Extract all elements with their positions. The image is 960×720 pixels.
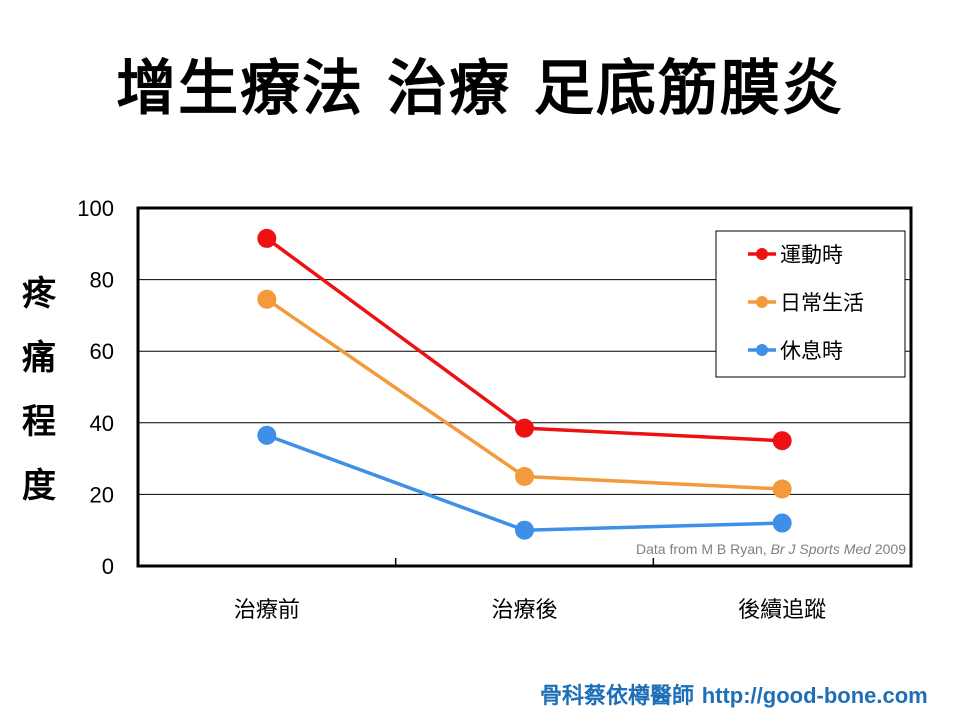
source-note: Data from M B Ryan, Br J Sports Med 2009	[636, 541, 906, 557]
y-tick-label: 80	[90, 268, 114, 293]
legend-box	[715, 230, 906, 378]
x-tick-label: 後續追蹤	[738, 598, 826, 623]
legend-label: 日常生活	[780, 291, 864, 315]
series-group	[257, 228, 792, 540]
y-axis-label-char: 程	[22, 402, 56, 442]
y-tick-label: 20	[90, 482, 114, 507]
y-tick-label: 40	[90, 411, 114, 436]
data-point	[515, 520, 534, 540]
series-日常生活	[257, 289, 792, 499]
data-point	[257, 289, 277, 309]
legend-label: 運動時	[780, 243, 843, 267]
source-journal: Br J Sports Med	[771, 541, 873, 557]
series-運動時	[257, 228, 792, 451]
legend-label: 休息時	[780, 339, 843, 363]
y-axis-label-char: 痛	[22, 338, 56, 378]
x-tick-label: 治療前	[234, 598, 300, 623]
data-point	[257, 228, 277, 248]
data-point	[772, 479, 792, 499]
website-link[interactable]: http://good-bone.com	[701, 683, 928, 708]
data-point	[772, 513, 792, 533]
y-tick-label: 60	[90, 339, 114, 364]
data-point	[515, 418, 534, 438]
legend-item: 日常生活	[748, 291, 864, 315]
data-point	[515, 467, 534, 486]
legend-marker	[756, 248, 768, 260]
series-line	[265, 297, 783, 491]
data-point	[772, 431, 792, 451]
legend-item: 運動時	[748, 243, 843, 267]
x-axis-tick-labels: 治療前 治療後 後續追蹤	[234, 598, 826, 623]
legend-marker	[756, 344, 768, 356]
legend-item: 休息時	[748, 339, 843, 363]
x-axis-ticks	[394, 558, 655, 566]
y-tick-label: 100	[77, 196, 114, 221]
plot-area	[136, 206, 913, 568]
series-休息時	[257, 425, 792, 540]
author-credit: 骨科蔡依樽醫師 http://good-bone.com	[540, 678, 928, 710]
y-axis-label-char: 度	[22, 466, 56, 506]
series-line	[265, 237, 783, 443]
source-year: 2009	[871, 541, 906, 557]
y-axis-tick-labels: 0 20 40 60 80 100	[77, 196, 114, 579]
y-axis-label-char: 疼	[22, 274, 56, 314]
legend-marker	[756, 296, 768, 308]
author-name: 骨科蔡依樽醫師	[540, 684, 695, 709]
source-prefix: Data from M B Ryan,	[636, 541, 771, 557]
y-tick-label: 0	[102, 554, 114, 579]
x-tick-label: 治療後	[491, 598, 557, 623]
data-point	[257, 425, 277, 445]
y-axis-label: 疼 痛 程 度	[14, 262, 64, 518]
page-title: 增生療法 治療 足底筋膜炎	[116, 54, 844, 124]
